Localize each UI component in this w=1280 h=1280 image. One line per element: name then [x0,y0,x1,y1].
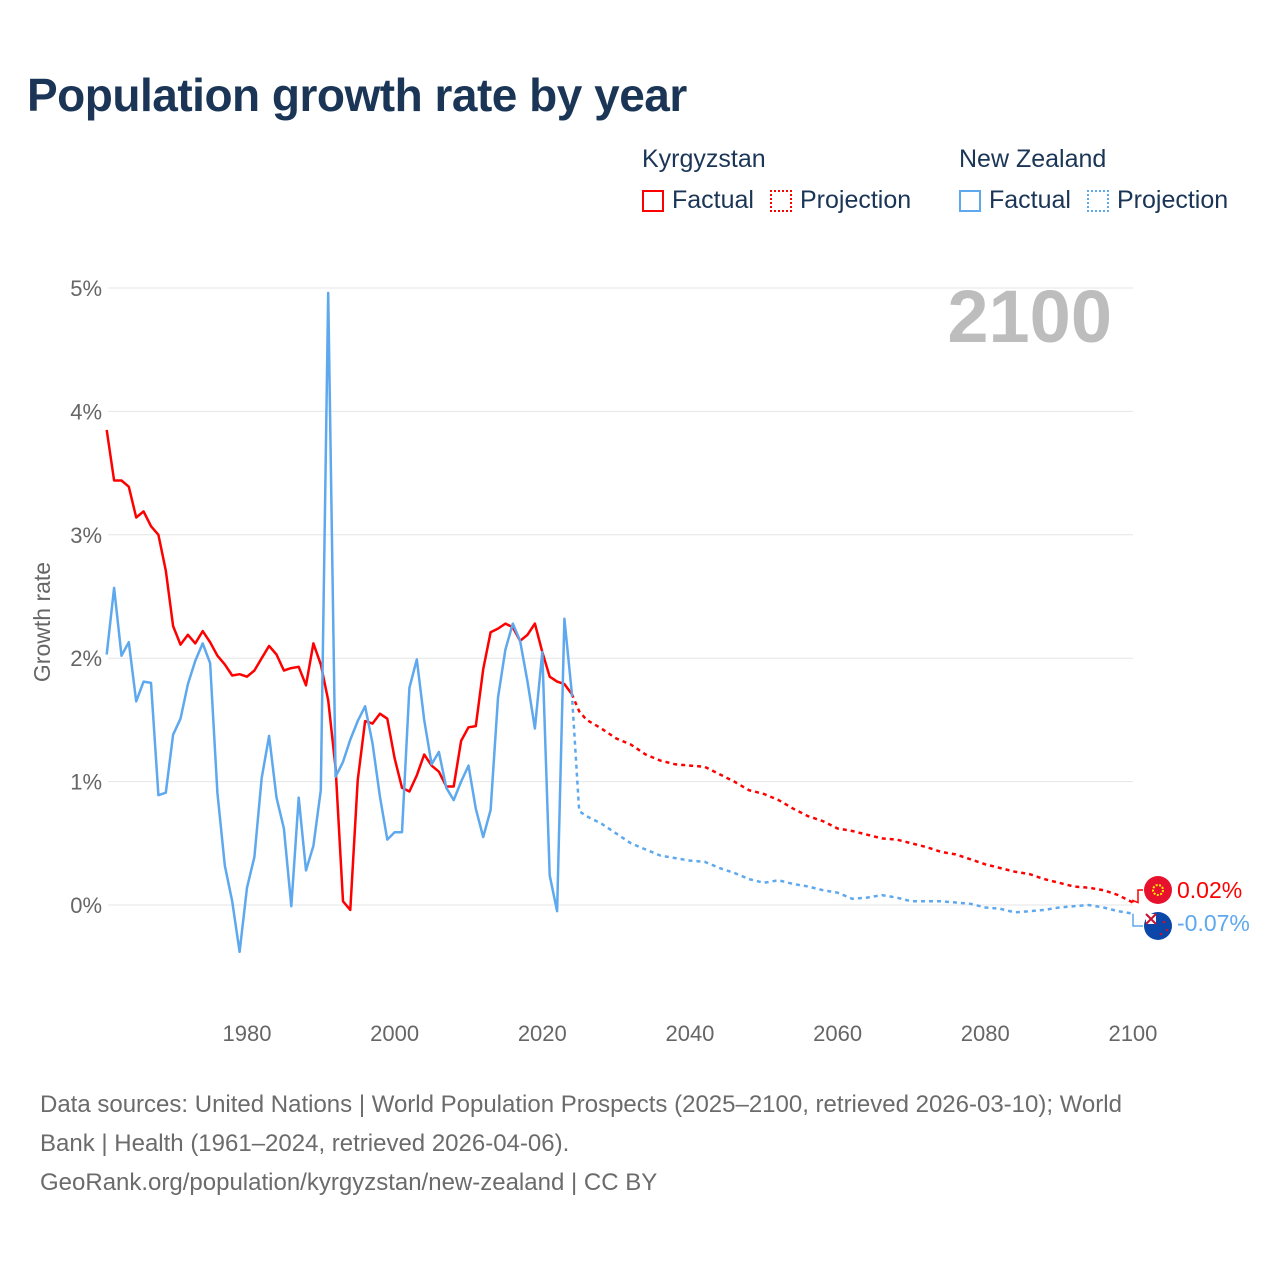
legend-swatch-dotted-icon [769,189,792,212]
y-tick-label: 4% [70,399,102,424]
legend-kyrgyzstan-projection[interactable]: Projection [769,186,912,215]
legend-kyrgyzstan-factual[interactable]: Factual [642,186,754,215]
x-tick-label: 1980 [223,1021,272,1046]
kyrgyzstan-factual-line [105,429,573,912]
legend-group-kyrgyzstan: Kyrgyzstan [642,145,766,173]
legend-new-zealand-factual[interactable]: Factual [959,186,1071,215]
legend-row-new-zealand: Factual Projection [959,186,1244,215]
chart-title: Population growth rate by year [27,69,687,121]
legend-label: Projection [799,186,912,214]
kyrgyzstan-end-label: 0.02% [1177,877,1242,903]
year-overlay: 2100 [947,275,1112,358]
new-zealand-end-label: -0.07% [1177,910,1250,936]
legend-group-new-zealand: New Zealand [959,145,1107,173]
kyrgyzstan-flag-icon [1144,876,1172,904]
footer-sources-line1: Data sources: United Nations | World Pop… [40,1091,1122,1118]
y-tick-label: 0% [70,893,102,918]
legend-swatch-solid-icon [959,189,981,212]
footer-sources-line2: Bank | Health (1961–2024, retrieved 2026… [40,1130,570,1157]
new-zealand-flag-icon [1144,912,1172,940]
kyrgyzstan-label-connector [1132,889,1143,904]
x-tick-label: 2060 [813,1021,862,1046]
legend-label: Projection [1116,186,1229,214]
legend-label: Factual [989,186,1071,214]
x-tick-label: 2100 [1108,1021,1157,1046]
legend-label: Factual [672,186,754,214]
legend-swatch-dotted-icon [1086,189,1109,212]
kyrgyzstan-projection-line [570,693,1134,904]
new-zealand-factual-line [105,291,574,954]
y-tick-label: 5% [70,276,102,301]
legend-swatch-solid-icon [642,189,664,212]
x-tick-label: 2080 [961,1021,1010,1046]
y-tick-label: 2% [70,646,102,671]
x-tick-label: 2000 [370,1021,419,1046]
y-axis-label: Growth rate [29,562,55,682]
footer-credit-link[interactable]: GeoRank.org/population/kyrgyzstan/new-ze… [40,1169,658,1196]
legend-row-kyrgyzstan: Factual Projection [642,186,927,215]
new-zealand-projection-line [570,692,1134,915]
chart-plot: 0% 1% 2% 3% 4% 5% 1980 2000 2020 2040 2060 2080 2100… [29,275,1250,1046]
y-tick-label: 3% [70,523,102,548]
new-zealand-label-connector [1132,913,1143,927]
x-tick-label: 2020 [518,1021,567,1046]
x-tick-label: 2040 [665,1021,714,1046]
y-tick-label: 1% [70,770,102,795]
legend-new-zealand-projection[interactable]: Projection [1086,186,1229,215]
